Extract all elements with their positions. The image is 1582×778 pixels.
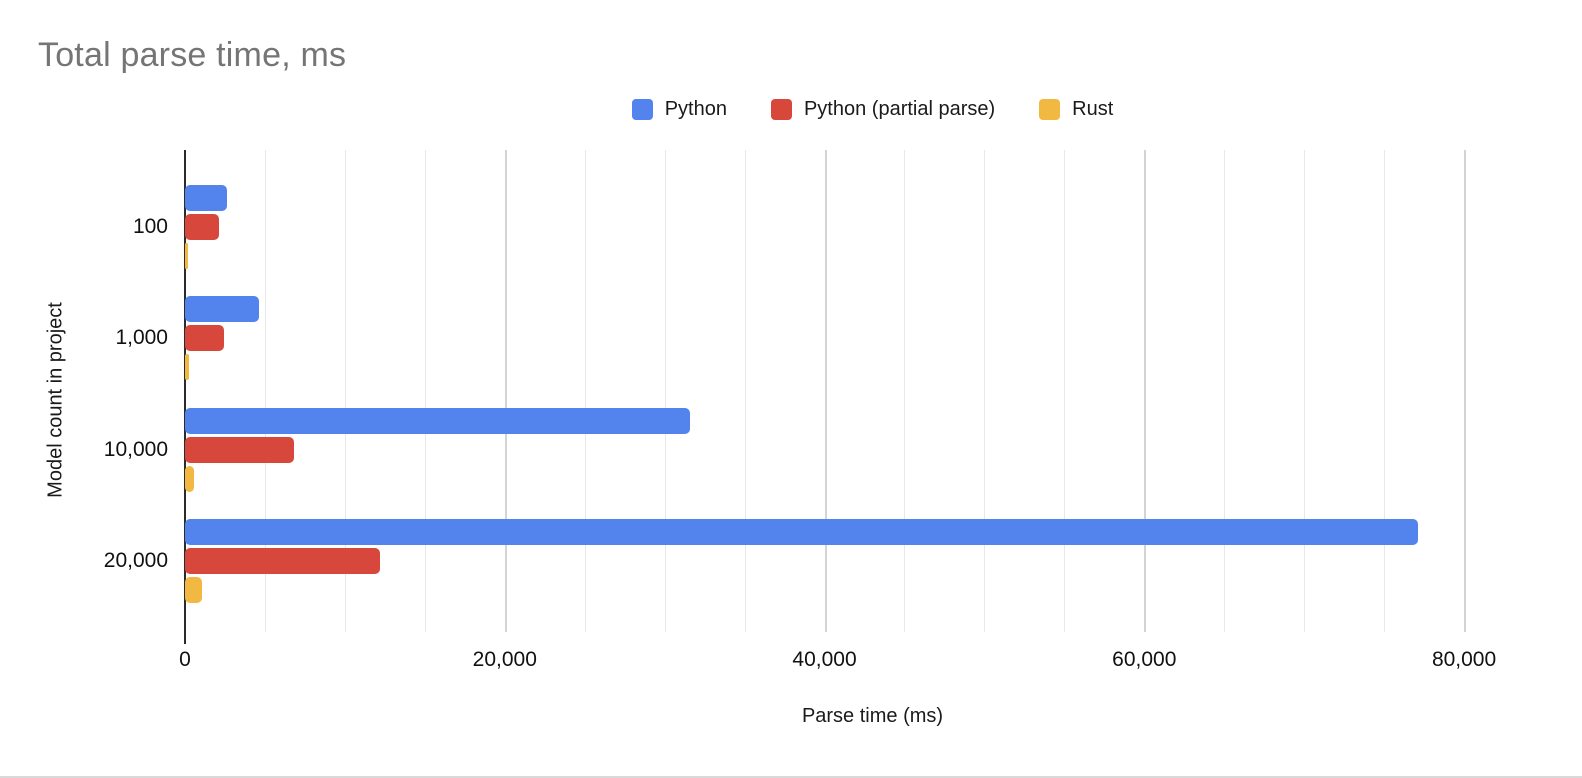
minor-gridline: [664, 150, 666, 632]
bar-python-partial-parse-20000: [185, 547, 381, 574]
x-tick-label: 80,000: [1431, 648, 1497, 671]
legend-swatch-rust-icon: [1039, 99, 1061, 120]
legend-label-python-partial: Python (partial parse): [803, 98, 996, 120]
bar-rust-100: [185, 243, 188, 269]
chart-legend: Python Python (partial parse) Rust: [185, 98, 1560, 121]
major-gridline: [824, 150, 827, 632]
x-axis-title: Parse time (ms): [801, 705, 944, 727]
bar-python-1000: [185, 296, 259, 323]
minor-gridline: [1064, 150, 1066, 632]
minor-gridline: [904, 150, 906, 632]
bar-rust-1000: [185, 354, 189, 381]
minor-gridline: [344, 150, 346, 632]
x-tick-label: 0: [179, 648, 191, 671]
major-gridline: [1464, 150, 1467, 632]
legend-label-rust: Rust: [1072, 98, 1114, 120]
major-gridline: [504, 150, 507, 632]
bar-python-20000: [185, 518, 1418, 545]
chart-title: Total parse time, ms: [38, 36, 347, 74]
legend-swatch-python-icon: [631, 99, 653, 120]
y-category-label: 1,000: [115, 326, 168, 350]
minor-gridline: [984, 150, 986, 632]
minor-gridline: [744, 150, 746, 632]
y-axis-title: Model count in project: [44, 302, 67, 498]
legend-item-rust: Rust: [1039, 98, 1113, 121]
x-tick-label: 40,000: [792, 648, 857, 671]
x-tick-label: 60,000: [1112, 648, 1177, 671]
minor-gridline: [264, 150, 266, 632]
major-gridline: [1144, 150, 1147, 632]
minor-gridline: [584, 150, 586, 632]
legend-item-python: Python: [631, 98, 727, 121]
minor-gridline: [1224, 150, 1226, 632]
legend-swatch-python-partial-icon: [770, 99, 792, 120]
bar-python-100: [185, 185, 227, 211]
legend-item-python-partial: Python (partial parse): [770, 98, 996, 121]
bar-python-partial-parse-10000: [185, 436, 294, 463]
y-category-label: 10,000: [103, 437, 168, 461]
y-category-label: 20,000: [103, 548, 168, 572]
y-axis-line: [184, 150, 186, 644]
minor-gridline: [1384, 150, 1386, 632]
y-category-label: 100: [132, 215, 168, 238]
bar-python-10000: [185, 407, 691, 434]
bar-rust-10000: [185, 465, 194, 492]
minor-gridline: [424, 150, 426, 632]
minor-gridline: [1304, 150, 1306, 632]
legend-label-python: Python: [664, 98, 727, 120]
bar-python-partial-parse-1000: [185, 325, 225, 352]
x-tick-label: 20,000: [472, 648, 537, 671]
bar-python-partial-parse-100: [185, 214, 219, 240]
bar-rust-20000: [185, 576, 202, 603]
